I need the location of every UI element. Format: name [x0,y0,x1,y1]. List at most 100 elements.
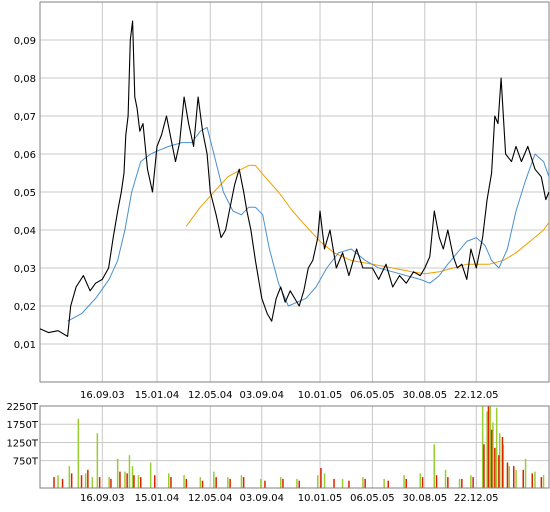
volume-bar [499,433,501,488]
volume-bar [170,477,172,488]
volume-bar [433,444,435,488]
price-x-tick-label: 10.01.05 [298,390,343,401]
volume-bar [264,480,266,488]
volume-bar [260,478,262,488]
volume-bar [229,478,231,488]
volume-bar [57,475,59,488]
volume-bar [126,473,128,488]
volume-x-tick-label: 03.09.04 [239,493,284,504]
volume-panel: 2250T 1750T 1250T 750T 16.09.03 15.01.04 12.05… [6,402,550,504]
volume-bar [70,473,73,488]
long-moving-average-line [185,164,550,275]
volume-bar [240,475,243,488]
volume-bar [494,447,496,488]
price-x-tick-label: 03.09.04 [239,390,284,401]
volume-y-tick-label: 750T [13,457,39,468]
volume-bar [201,480,204,488]
volume-bar [495,407,498,488]
volume-bar [498,455,500,488]
volume-bar [470,475,472,488]
volume-bar [323,473,326,488]
volume-bar [403,475,405,488]
volume-bar [540,477,543,488]
volume-bar [348,480,350,488]
volume-bar [317,475,319,488]
volume-bar [298,480,300,488]
volume-bar [364,478,366,488]
volume-bar [472,477,474,488]
price-y-tick-label: 0,03 [14,264,36,275]
volume-bar [501,437,504,488]
volume-bar [108,477,110,488]
volume-x-tick-label: 15.01.04 [135,493,180,504]
volume-bar [110,478,112,488]
volume-bar [461,478,463,488]
volume-bar [458,478,461,488]
volume-bar [215,477,217,488]
volume-bar [199,477,202,488]
volume-bar [128,455,131,488]
volume-y-tick-label: 2250T [6,402,38,413]
volume-bar [53,477,55,488]
volume-bar [84,473,87,488]
volume-bar [506,462,509,488]
volume-bar [80,475,83,488]
volume-bar [492,422,494,488]
volume-bar [522,469,524,488]
volume-bar [383,478,385,488]
volume-bar [116,458,119,488]
price-series-line [39,20,550,337]
volume-bar [119,471,121,488]
volume-bar [421,477,424,488]
price-x-tick-label: 12.05.04 [188,390,233,401]
volume-bar [282,478,284,488]
volume-bar [490,429,493,488]
volume-bar [489,406,491,488]
volume-bar [280,477,282,488]
volume-bar [137,475,140,488]
volume-bar [183,475,185,488]
volume-bar [296,478,298,488]
volume-bar [140,477,142,488]
volume-bar [98,477,101,488]
volume-bar [486,411,488,488]
volume-x-tick-label: 16.09.03 [80,493,125,504]
volume-bar [149,462,152,488]
volume-bar [320,468,322,488]
volume-plot-frame [39,405,550,489]
volume-bar [227,477,229,488]
volume-y-tick-label: 1750T [6,420,38,431]
volume-bar [483,444,485,488]
volume-y-tick-label: 1250T [6,438,38,449]
price-x-tick-label: 22.12.05 [454,390,499,401]
volume-bar [524,458,527,488]
volume-bar [341,478,344,488]
volume-bar [444,469,447,488]
volume-bar [534,471,536,488]
volume-bar [502,444,505,488]
volume-bar [133,475,135,488]
price-x-tick-label: 30.08.05 [403,390,448,401]
volume-bar [168,473,170,488]
volume-bar [419,473,421,488]
volume-bar [481,406,484,488]
volume-bar [333,478,335,488]
volume-bar [91,477,94,488]
volume-x-tick-label: 06.05.05 [350,493,395,504]
volume-bar [185,478,188,488]
volume-bar [405,478,407,488]
volume-bar [531,473,533,488]
volume-x-tick-label: 10.01.05 [298,493,343,504]
volume-x-tick-label: 12.05.04 [188,493,233,504]
price-y-tick-label: 0,05 [14,188,36,199]
price-x-tick-label: 06.05.05 [350,390,395,401]
price-y-tick-label: 0,02 [14,302,36,313]
volume-bar [96,433,99,488]
volume-bar [213,471,215,488]
volume-bar [131,466,134,488]
price-x-tick-label: 16.09.03 [80,390,125,401]
price-y-tick-label: 0,04 [14,226,36,237]
price-y-tick-label: 0,08 [14,74,36,85]
volume-bar [447,477,449,488]
